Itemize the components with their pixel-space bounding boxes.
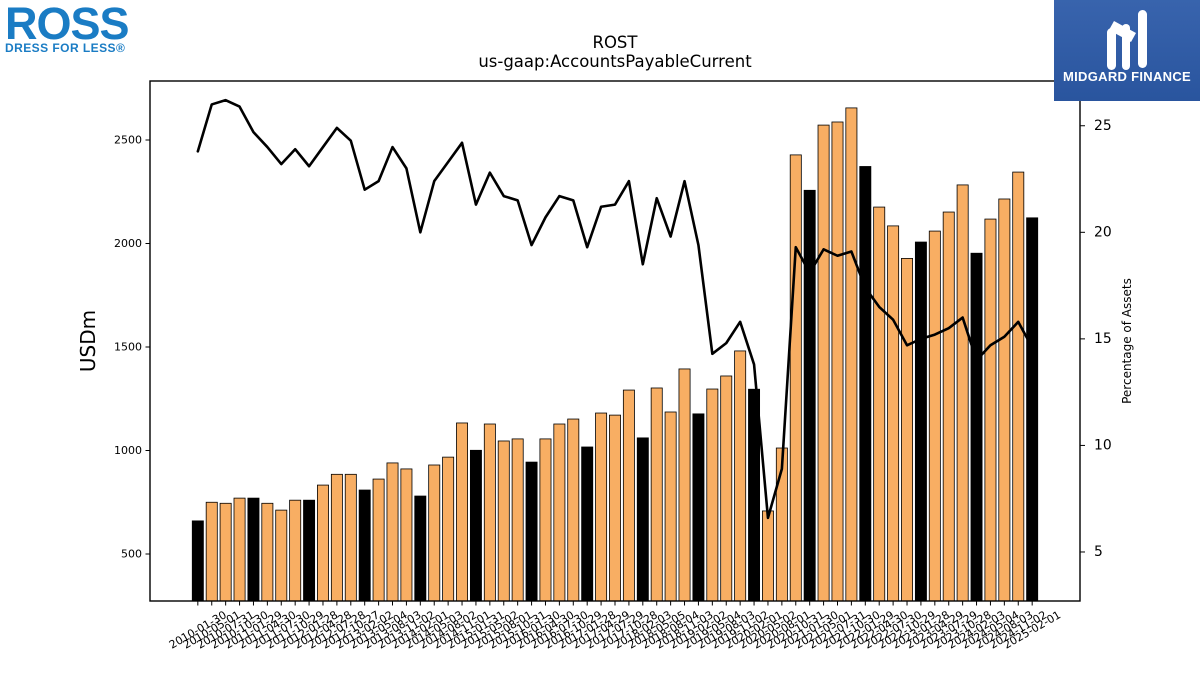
bar-2010-10-30	[233, 497, 246, 602]
bar-2010-07-31	[219, 502, 232, 602]
bar-2011-04-30	[261, 502, 274, 602]
bar-2013-05-04	[372, 478, 385, 602]
bar-2021-05-01	[817, 124, 830, 602]
bar-2017-07-29	[609, 414, 621, 602]
bar-2018-05-05	[650, 387, 663, 602]
bar-2022-10-29	[901, 257, 913, 602]
y2-tick-label-10: 10	[1094, 437, 1112, 453]
plot-frame	[149, 80, 1081, 602]
y2-tick-label-15: 15	[1094, 331, 1112, 347]
bar-2016-07-30	[553, 423, 566, 602]
bar-2023-10-28	[956, 184, 969, 602]
bar-2016-04-30	[539, 438, 552, 602]
bar-2015-08-01	[497, 440, 510, 602]
bar-2025-02-01	[1026, 217, 1039, 602]
bar-2022-04-30	[873, 206, 886, 602]
midgard-logo-icon	[1107, 10, 1147, 70]
y-tick-label-2500: 2500	[114, 134, 142, 147]
bar-2018-08-04	[664, 411, 677, 602]
bar-2014-11-01	[456, 422, 469, 602]
y-tick-label-1000: 1000	[114, 444, 142, 457]
y2-tick-label-5: 5	[1094, 544, 1103, 560]
bar-2014-02-01	[414, 495, 427, 602]
bar-2011-07-30	[275, 509, 288, 602]
bar-2015-10-31	[511, 438, 524, 602]
bar-2024-05-04	[984, 218, 997, 602]
bar-2015-05-02	[483, 423, 496, 602]
line-series	[196, 98, 1034, 520]
bar-2019-05-04	[706, 388, 719, 602]
bar-2023-04-29	[928, 230, 941, 602]
ross-wordmark: ROSS	[5, 0, 130, 49]
y-tick-label-1500: 1500	[114, 341, 142, 354]
bar-2018-02-03	[636, 437, 649, 602]
y2-tick-label-25: 25	[1094, 118, 1112, 134]
bar-2021-07-31	[831, 121, 844, 602]
bar-series	[191, 107, 1039, 602]
y2-axis-label: Percentage of Assets	[1120, 278, 1134, 404]
bar-2014-08-02	[442, 456, 455, 602]
bar-2024-02-03	[970, 252, 983, 602]
bar-2021-10-30	[845, 107, 858, 602]
bar-2024-08-03	[998, 198, 1011, 602]
bar-2022-01-29	[859, 166, 872, 602]
midgard-finance-logo: MIDGARD FINANCE	[1054, 0, 1200, 101]
y-tick-label-2000: 2000	[114, 237, 142, 250]
y-axis-left: 500 1000 1500 2000 2500	[114, 134, 150, 561]
bar-2016-10-29	[567, 418, 580, 602]
bar-2024-11-02	[1012, 171, 1025, 602]
ross-logo: ROSS DRESS FOR LESS®	[5, 0, 140, 58]
x-axis: 2010-01-302010-05-012010-07-312010-10-30…	[167, 601, 1063, 652]
bar-2011-10-29	[289, 499, 302, 602]
y-tick-label-500: 500	[121, 548, 142, 561]
bar-2022-07-30	[887, 225, 900, 602]
bar-2012-04-28	[317, 484, 329, 602]
bar-2023-07-29	[942, 211, 955, 602]
bar-2023-01-28	[914, 241, 927, 602]
bar-2015-01-31	[469, 449, 482, 602]
bar-2020-05-02	[762, 510, 774, 602]
bar-2019-11-02	[734, 350, 747, 602]
bar-2012-07-28	[330, 473, 343, 602]
bar-2018-11-03	[678, 368, 691, 602]
bar-2019-02-02	[692, 413, 705, 602]
bar-2020-10-31	[789, 154, 802, 602]
bar-2013-02-02	[358, 489, 371, 602]
bar-2017-01-28	[581, 446, 594, 602]
bar-2010-05-01	[205, 501, 218, 602]
bar-2016-01-30	[525, 461, 538, 602]
bar-2014-05-03	[428, 464, 441, 602]
ross-tagline: DRESS FOR LESS®	[5, 41, 126, 55]
chart-title: ROST	[592, 33, 638, 52]
percentage-of-assets-line	[196, 98, 1034, 520]
bar-2017-10-28	[622, 389, 635, 602]
bar-2011-01-29	[247, 497, 260, 602]
bar-2013-11-02	[400, 468, 413, 602]
bar-2010-01-30	[191, 520, 204, 602]
y2-tick-label-20: 20	[1094, 224, 1112, 240]
y-axis-right: 5 10 15 20 25	[1080, 118, 1112, 560]
midgard-logo-text: MIDGARD FINANCE	[1063, 69, 1191, 84]
bar-2013-08-03	[386, 462, 399, 602]
bar-2019-08-03	[720, 375, 733, 602]
bar-2012-10-27	[344, 473, 357, 602]
bar-2017-04-29	[595, 412, 608, 602]
bar-2012-01-28	[303, 499, 316, 602]
bar-2021-01-30	[803, 189, 816, 602]
chart-subtitle: us-gaap:AccountsPayableCurrent	[478, 52, 752, 71]
y-axis-label: USDm	[76, 310, 100, 372]
